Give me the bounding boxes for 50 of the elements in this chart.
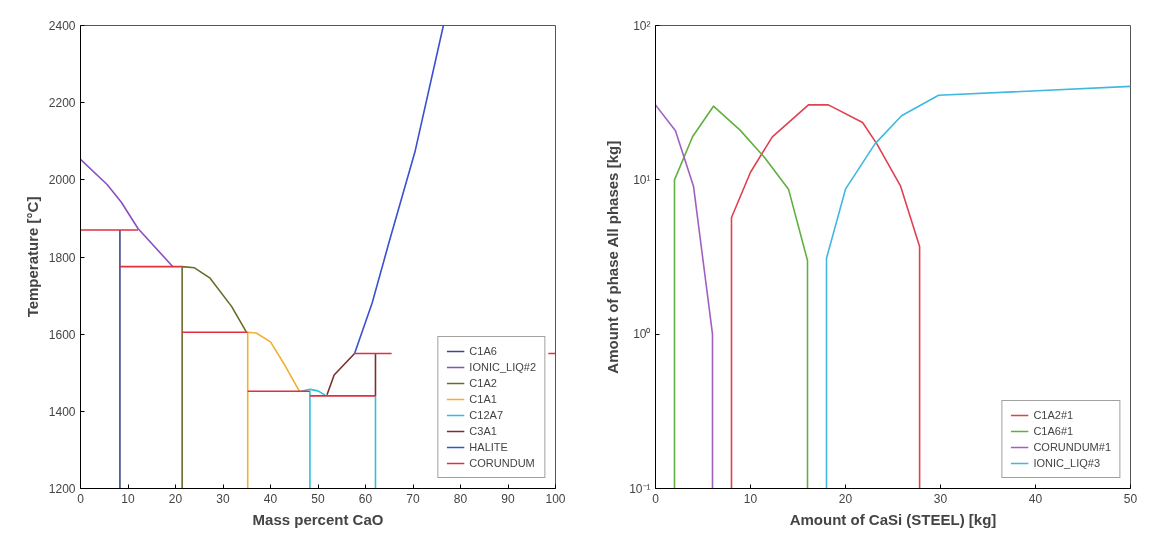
x-axis-title: Amount of CaSi (STEEL) [kg] — [789, 510, 997, 528]
line-series — [353, 25, 445, 355]
x-axis-title: Mass percent CaO — [252, 510, 384, 528]
y-tick-label: 10⁻¹ — [629, 481, 651, 496]
y-tick-label: 2400 — [48, 19, 76, 33]
x-tick-label: 40 — [263, 491, 278, 506]
x-tick-label: 60 — [358, 491, 373, 506]
legend-label: IONIC_LIQ#2 — [469, 361, 536, 373]
y-tick-label: 2200 — [48, 96, 76, 111]
y-axis-title: Amount of phase All phases [kg] — [604, 140, 622, 374]
y-tick-label: 1800 — [48, 250, 76, 265]
legend-label: C1A6#1 — [1033, 425, 1074, 437]
y-tick-label: 2000 — [48, 173, 76, 188]
x-tick-label: 100 — [545, 491, 566, 506]
legend-label: C1A2#1 — [1033, 409, 1074, 421]
x-tick-label: 70 — [406, 491, 420, 506]
x-tick-label: 0 — [652, 491, 660, 506]
legend-label: C3A1 — [469, 425, 497, 437]
y-tick-label: 1400 — [48, 404, 76, 419]
y-tick-label: 1200 — [48, 482, 76, 496]
x-tick-label: 30 — [216, 491, 230, 506]
legend-label: C1A2 — [469, 377, 497, 389]
x-tick-label: 10 — [743, 491, 758, 506]
legend-label: C1A6 — [469, 345, 497, 357]
x-tick-label: 40 — [1028, 491, 1043, 506]
legend-label: CORUNDUM#1 — [1033, 441, 1111, 453]
legend-label: CORUNDUM — [469, 457, 535, 469]
x-tick-label: 20 — [168, 491, 183, 506]
legend-label: IONIC_LIQ#3 — [1033, 457, 1101, 469]
y-tick-label: 10¹ — [633, 172, 651, 187]
line-series — [730, 104, 921, 489]
x-tick-label: 80 — [453, 491, 468, 506]
x-tick-label: 50 — [1123, 491, 1138, 506]
x-tick-label: 50 — [311, 491, 325, 506]
x-tick-label: 90 — [501, 491, 515, 506]
legend-label: C12A7 — [469, 409, 503, 421]
y-tick-label: 10⁰ — [633, 327, 651, 342]
y-tick-label: 1600 — [48, 327, 76, 342]
legend-label: C1A1 — [469, 393, 497, 405]
y-tick-label: 10² — [633, 18, 651, 33]
x-tick-label: 30 — [933, 491, 948, 506]
line-series — [673, 105, 809, 489]
legend-label: HALITE — [469, 441, 508, 453]
line-series — [80, 158, 174, 268]
line-series — [825, 85, 1131, 489]
x-tick-label: 0 — [77, 491, 85, 506]
x-tick-label: 20 — [838, 491, 853, 506]
line-series — [655, 104, 714, 489]
x-tick-label: 10 — [121, 491, 135, 506]
y-axis-title: Temperature [°C] — [23, 196, 41, 318]
